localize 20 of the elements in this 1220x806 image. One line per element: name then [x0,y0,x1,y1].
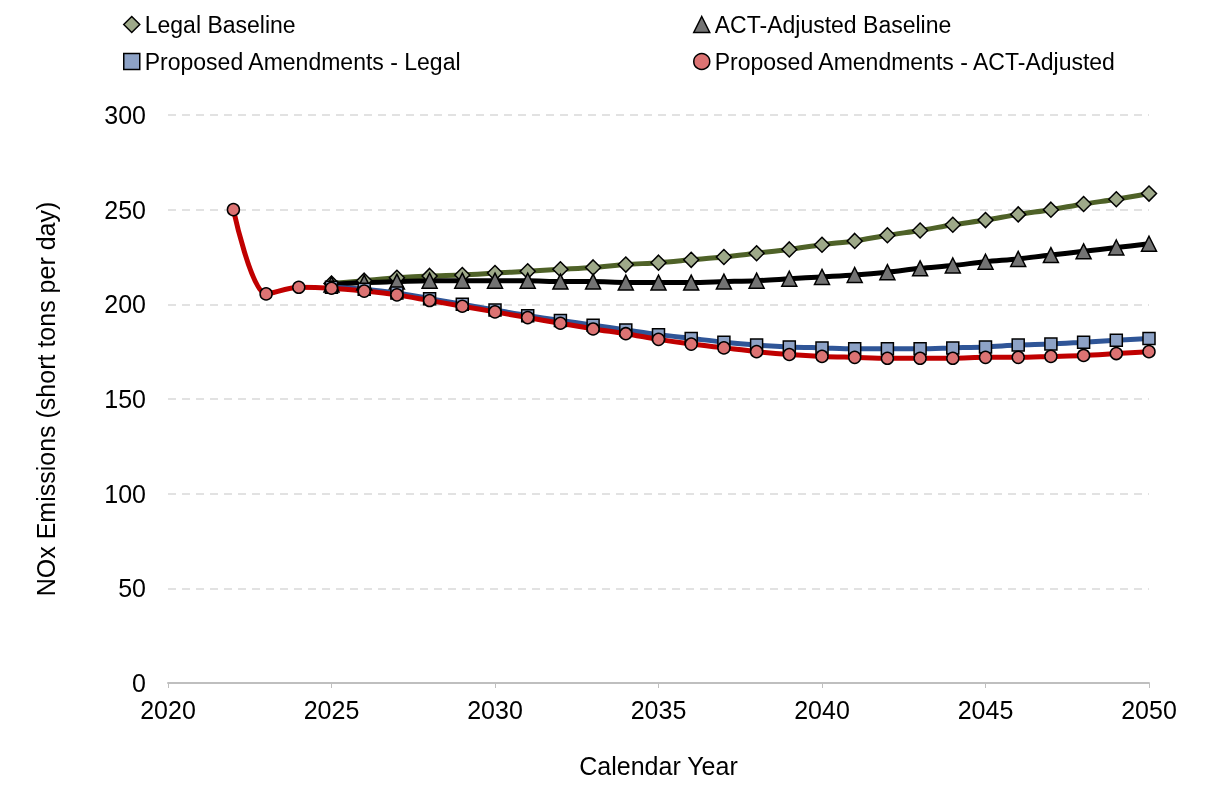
legend-label: ACT-Adjusted Baseline [714,11,952,38]
y-tick-label: 100 [104,479,146,508]
x-axis-title: Calendar Year [579,751,738,780]
y-tick-label: 300 [104,101,146,129]
x-tick-label: 2020 [140,695,196,724]
x-tick-label: 2035 [630,695,687,724]
legend-label: Proposed Amendments - ACT-Adjusted [714,48,1115,75]
y-tick-label: 150 [104,385,146,413]
x-tick-label: 2030 [467,695,523,724]
x-tick-label: 2050 [1121,695,1177,724]
legend-label: Legal Baseline [144,11,296,38]
legend-label: Proposed Amendments - Legal [144,48,461,75]
y-axis-title: NOx Emissions (short tons per day) [31,201,60,597]
y-tick-label: 0 [132,669,146,697]
y-tick-label: 250 [104,195,146,224]
y-tick-label: 50 [118,574,146,603]
x-tick-label: 2045 [957,695,1014,724]
x-tick-label: 2040 [794,695,850,724]
x-tick-label: 2025 [303,695,360,724]
y-tick-label: 200 [104,290,146,319]
